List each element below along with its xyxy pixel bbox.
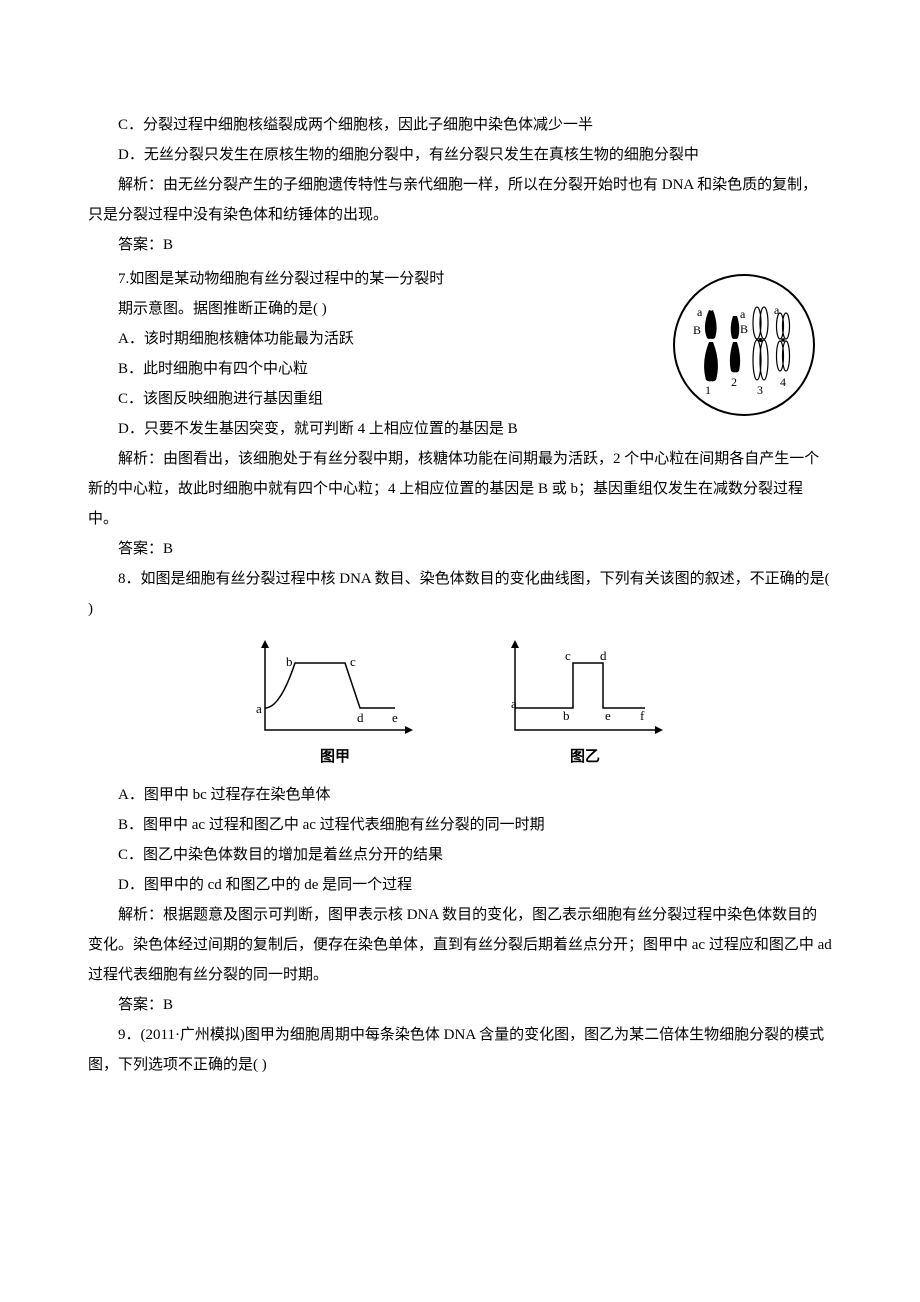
q7-option-c: C．该图反映细胞进行基因重组 bbox=[88, 384, 578, 414]
svg-text:d: d bbox=[600, 648, 607, 663]
q7-cell-figure: a B 1 a B 2 3 bbox=[667, 268, 822, 423]
svg-text:f: f bbox=[640, 708, 645, 723]
chart-yi-label: 图乙 bbox=[505, 742, 665, 772]
svg-text:a: a bbox=[511, 696, 517, 711]
svg-text:a: a bbox=[256, 701, 262, 716]
label-a2: a bbox=[740, 307, 746, 321]
q7-block: a B 1 a B 2 3 bbox=[88, 264, 832, 564]
q8-charts: a b c d e 图甲 a b c d e f 图乙 bbox=[88, 638, 832, 772]
q7-explain: 解析：由图看出，该细胞处于有丝分裂中期，核糖体功能在间期最为活跃，2 个中心粒在… bbox=[88, 444, 832, 534]
svg-text:c: c bbox=[565, 648, 571, 663]
label-a4: a bbox=[774, 303, 780, 317]
label-B1: B bbox=[693, 323, 701, 337]
q6-explain: 解析：由无丝分裂产生的子细胞遗传特性与亲代细胞一样，所以在分裂开始时也有 DNA… bbox=[88, 170, 832, 230]
q6-answer: 答案：B bbox=[88, 230, 832, 260]
q7-option-b: B．此时细胞中有四个中心粒 bbox=[88, 354, 578, 384]
chart-jia-svg: a b c d e bbox=[255, 638, 415, 738]
label-B2: B bbox=[740, 322, 748, 336]
q7-option-a: A．该时期细胞核糖体功能最为活跃 bbox=[88, 324, 578, 354]
svg-text:c: c bbox=[350, 654, 356, 669]
q6-option-d: D．无丝分裂只发生在原核生物的细胞分裂中，有丝分裂只发生在真核生物的细胞分裂中 bbox=[88, 140, 832, 170]
q8-option-a: A．图甲中 bc 过程存在染色单体 bbox=[88, 780, 832, 810]
label-1: 1 bbox=[705, 383, 711, 397]
label-4: 4 bbox=[780, 375, 786, 389]
label-a1: a bbox=[697, 305, 703, 319]
svg-text:b: b bbox=[563, 708, 570, 723]
q8-stem: 8．如图是细胞有丝分裂过程中核 DNA 数目、染色体数目的变化曲线图，下列有关该… bbox=[88, 564, 832, 624]
q7-stem-line1: 7.如图是某动物细胞有丝分裂过程中的某一分裂时 bbox=[88, 264, 578, 294]
q8-option-d: D．图甲中的 cd 和图乙中的 de 是同一个过程 bbox=[88, 870, 832, 900]
chart-yi: a b c d e f 图乙 bbox=[505, 638, 665, 772]
svg-text:d: d bbox=[357, 710, 364, 725]
q8-option-c: C．图乙中染色体数目的增加是着丝点分开的结果 bbox=[88, 840, 832, 870]
q7-stem-line2: 期示意图。据图推断正确的是( ) bbox=[118, 294, 608, 324]
q7-answer: 答案：B bbox=[88, 534, 832, 564]
q9-stem: 9．(2011·广州模拟)图甲为细胞周期中每条染色体 DNA 含量的变化图，图乙… bbox=[88, 1020, 832, 1080]
chart-yi-svg: a b c d e f bbox=[505, 638, 665, 738]
chart-jia: a b c d e 图甲 bbox=[255, 638, 415, 772]
q6-option-c: C．分裂过程中细胞核缢裂成两个细胞核，因此子细胞中染色体减少一半 bbox=[88, 110, 832, 140]
svg-text:e: e bbox=[392, 710, 398, 725]
q8-answer: 答案：B bbox=[88, 990, 832, 1020]
q7-svg: a B 1 a B 2 3 bbox=[667, 268, 822, 423]
q8-explain: 解析：根据题意及图示可判断，图甲表示核 DNA 数目的变化，图乙表示细胞有丝分裂… bbox=[88, 900, 832, 990]
svg-text:b: b bbox=[286, 654, 293, 669]
chart-jia-label: 图甲 bbox=[255, 742, 415, 772]
label-2: 2 bbox=[731, 375, 737, 389]
svg-text:e: e bbox=[605, 708, 611, 723]
label-3: 3 bbox=[757, 383, 763, 397]
q8-option-b: B．图甲中 ac 过程和图乙中 ac 过程代表细胞有丝分裂的同一时期 bbox=[88, 810, 832, 840]
